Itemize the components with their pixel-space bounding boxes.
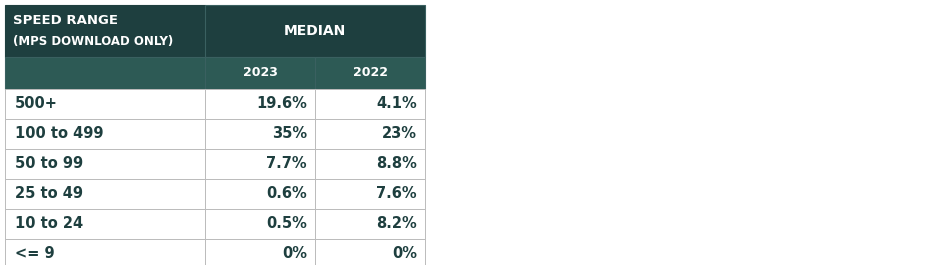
Text: 25 to 49: 25 to 49 xyxy=(15,187,83,201)
Bar xyxy=(314,57,425,89)
Text: 7.6%: 7.6% xyxy=(376,187,416,201)
Bar xyxy=(314,119,425,149)
Text: 23%: 23% xyxy=(381,126,416,142)
Text: 0%: 0% xyxy=(392,246,416,262)
Text: 8.8%: 8.8% xyxy=(376,157,416,171)
Bar xyxy=(205,209,314,239)
Bar xyxy=(5,57,205,89)
Text: 100 to 499: 100 to 499 xyxy=(15,126,104,142)
Bar xyxy=(5,179,205,209)
Text: 0.6%: 0.6% xyxy=(266,187,307,201)
Bar xyxy=(205,57,314,89)
Bar xyxy=(205,179,314,209)
Bar xyxy=(205,5,425,57)
Text: (MPS DOWNLOAD ONLY): (MPS DOWNLOAD ONLY) xyxy=(13,34,173,47)
Text: SPEED RANGE: SPEED RANGE xyxy=(13,15,118,28)
Bar xyxy=(205,239,314,265)
Bar xyxy=(314,89,425,119)
Text: 8.2%: 8.2% xyxy=(376,217,416,232)
Text: 50 to 99: 50 to 99 xyxy=(15,157,83,171)
Text: 4.1%: 4.1% xyxy=(376,96,416,112)
Text: MEDIAN: MEDIAN xyxy=(283,24,346,38)
Text: 7.7%: 7.7% xyxy=(266,157,307,171)
Bar xyxy=(5,149,205,179)
Bar xyxy=(314,149,425,179)
Text: 35%: 35% xyxy=(272,126,307,142)
Bar xyxy=(314,239,425,265)
Bar xyxy=(205,119,314,149)
Bar xyxy=(205,149,314,179)
Bar xyxy=(5,119,205,149)
Bar xyxy=(314,209,425,239)
Text: 19.6%: 19.6% xyxy=(256,96,307,112)
Text: <= 9: <= 9 xyxy=(15,246,55,262)
Text: 10 to 24: 10 to 24 xyxy=(15,217,83,232)
Bar xyxy=(205,89,314,119)
Text: 0%: 0% xyxy=(281,246,307,262)
Bar xyxy=(5,5,205,57)
Text: 500+: 500+ xyxy=(15,96,58,112)
Bar xyxy=(314,179,425,209)
Text: 2023: 2023 xyxy=(243,67,278,80)
Text: 2022: 2022 xyxy=(352,67,387,80)
Bar xyxy=(5,89,205,119)
Bar xyxy=(5,209,205,239)
Bar xyxy=(5,239,205,265)
Text: 0.5%: 0.5% xyxy=(266,217,307,232)
